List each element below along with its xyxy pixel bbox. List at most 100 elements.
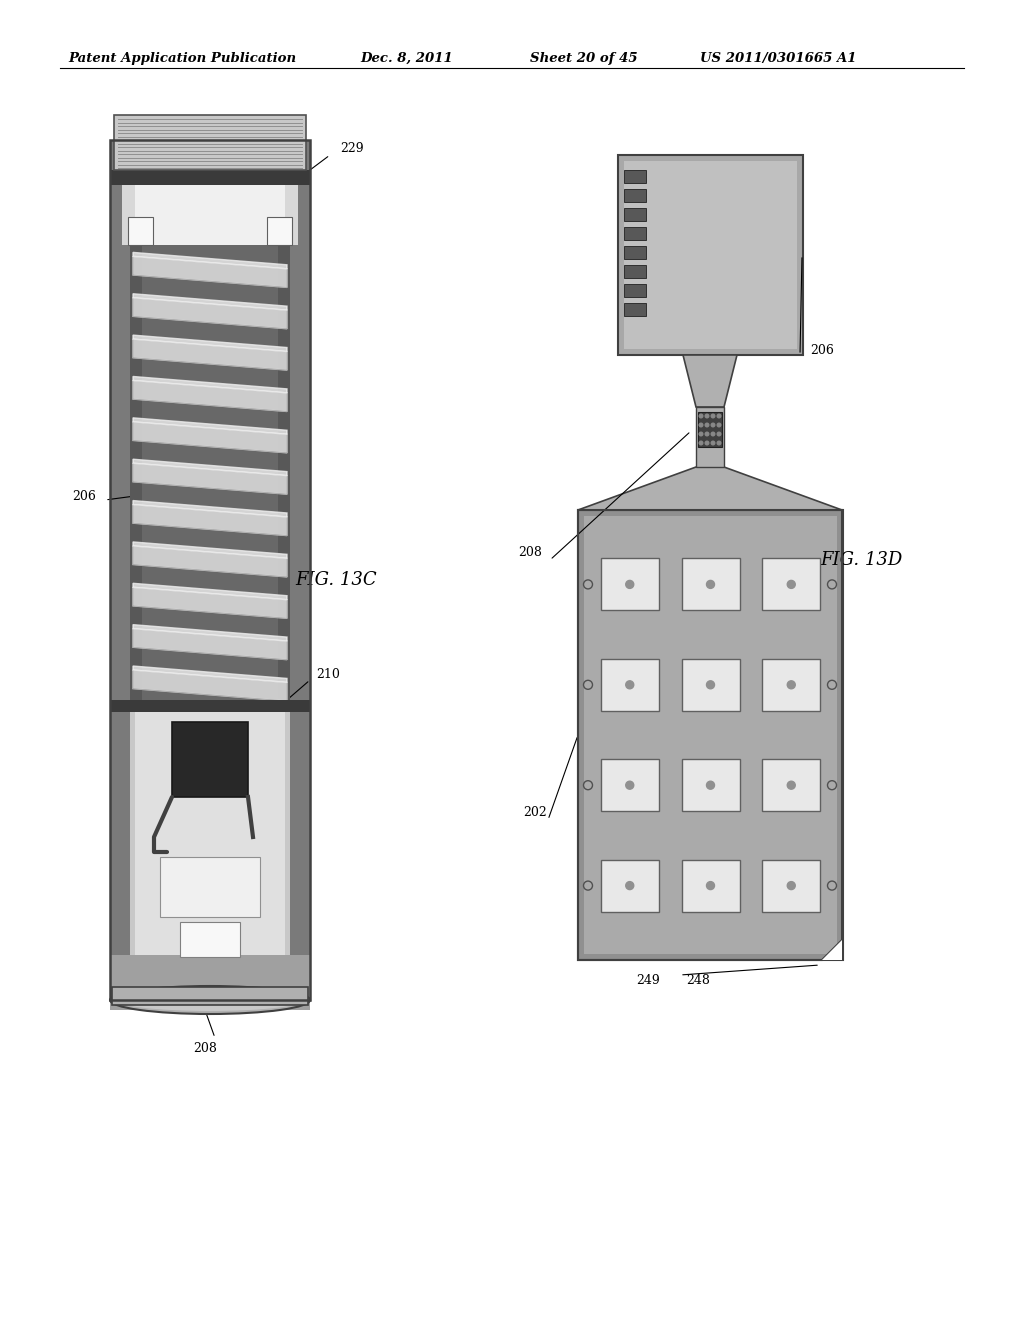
- Polygon shape: [133, 376, 287, 393]
- Circle shape: [712, 414, 715, 418]
- Text: Dec. 8, 2011: Dec. 8, 2011: [360, 51, 453, 65]
- Polygon shape: [822, 940, 842, 960]
- Bar: [682, 859, 739, 912]
- Text: Sheet 20 of 45: Sheet 20 of 45: [530, 51, 638, 65]
- Circle shape: [787, 781, 796, 789]
- Circle shape: [707, 681, 715, 689]
- Bar: [132, 140, 288, 1001]
- Bar: [624, 170, 646, 183]
- Bar: [601, 558, 658, 610]
- Polygon shape: [133, 587, 287, 618]
- Text: 229: 229: [340, 141, 364, 154]
- Bar: [584, 516, 837, 954]
- Text: FIG. 13C: FIG. 13C: [295, 572, 377, 589]
- Bar: [160, 857, 260, 917]
- Bar: [762, 859, 820, 912]
- Bar: [698, 412, 722, 447]
- Bar: [267, 216, 292, 246]
- Polygon shape: [133, 422, 287, 453]
- Bar: [601, 759, 658, 812]
- Bar: [112, 987, 308, 1005]
- Bar: [624, 227, 646, 240]
- Polygon shape: [133, 628, 287, 660]
- Polygon shape: [133, 252, 287, 269]
- Text: 249: 249: [636, 974, 659, 986]
- Bar: [122, 185, 298, 246]
- Text: 202: 202: [260, 899, 284, 912]
- Polygon shape: [133, 418, 287, 434]
- Bar: [682, 659, 739, 710]
- Text: 241: 241: [133, 994, 157, 1006]
- Text: US 2011/0301665 A1: US 2011/0301665 A1: [700, 51, 856, 65]
- Bar: [110, 700, 310, 711]
- Polygon shape: [578, 467, 842, 510]
- Polygon shape: [133, 298, 287, 329]
- Text: 206: 206: [72, 491, 96, 503]
- Circle shape: [707, 581, 715, 589]
- Polygon shape: [133, 583, 287, 599]
- Polygon shape: [133, 294, 287, 310]
- Text: 206: 206: [810, 343, 834, 356]
- Ellipse shape: [115, 989, 305, 1011]
- Circle shape: [706, 414, 709, 418]
- Circle shape: [626, 882, 634, 890]
- Bar: [172, 722, 248, 797]
- Circle shape: [626, 681, 634, 689]
- Circle shape: [712, 432, 715, 436]
- Text: 248: 248: [686, 974, 710, 986]
- Bar: [180, 921, 240, 957]
- Bar: [624, 304, 646, 315]
- Circle shape: [699, 432, 702, 436]
- Polygon shape: [133, 380, 287, 412]
- Bar: [130, 246, 290, 700]
- Bar: [624, 284, 646, 297]
- Polygon shape: [133, 500, 287, 517]
- Circle shape: [787, 581, 796, 589]
- Text: Patent Application Publication: Patent Application Publication: [68, 51, 296, 65]
- Bar: [114, 115, 306, 170]
- Circle shape: [712, 441, 715, 445]
- Bar: [624, 246, 646, 259]
- Bar: [288, 140, 310, 1001]
- Bar: [110, 140, 132, 1001]
- Ellipse shape: [110, 986, 310, 1014]
- Circle shape: [706, 424, 709, 426]
- Bar: [142, 246, 278, 700]
- Text: 210: 210: [316, 668, 340, 681]
- Bar: [696, 407, 724, 467]
- Bar: [128, 216, 153, 246]
- Circle shape: [626, 781, 634, 789]
- Circle shape: [712, 424, 715, 426]
- Bar: [601, 859, 658, 912]
- Text: FIG. 13D: FIG. 13D: [820, 550, 902, 569]
- Polygon shape: [133, 671, 287, 701]
- Bar: [682, 558, 739, 610]
- Bar: [762, 759, 820, 812]
- Bar: [762, 659, 820, 710]
- Text: 208: 208: [194, 1041, 217, 1055]
- Text: 202: 202: [523, 807, 547, 820]
- Bar: [135, 185, 285, 246]
- Polygon shape: [133, 463, 287, 494]
- Bar: [624, 161, 797, 348]
- Bar: [618, 154, 803, 355]
- Circle shape: [707, 781, 715, 789]
- Circle shape: [699, 424, 702, 426]
- Bar: [762, 558, 820, 610]
- Circle shape: [717, 424, 721, 426]
- Circle shape: [787, 681, 796, 689]
- Circle shape: [717, 432, 721, 436]
- Text: 208: 208: [518, 546, 542, 560]
- Polygon shape: [133, 256, 287, 288]
- Bar: [601, 659, 658, 710]
- Bar: [578, 510, 843, 960]
- Circle shape: [699, 414, 702, 418]
- Polygon shape: [133, 504, 287, 536]
- Circle shape: [699, 441, 702, 445]
- Polygon shape: [133, 546, 287, 577]
- Circle shape: [717, 414, 721, 418]
- Bar: [130, 711, 290, 954]
- Circle shape: [626, 581, 634, 589]
- Bar: [135, 711, 285, 954]
- Circle shape: [706, 441, 709, 445]
